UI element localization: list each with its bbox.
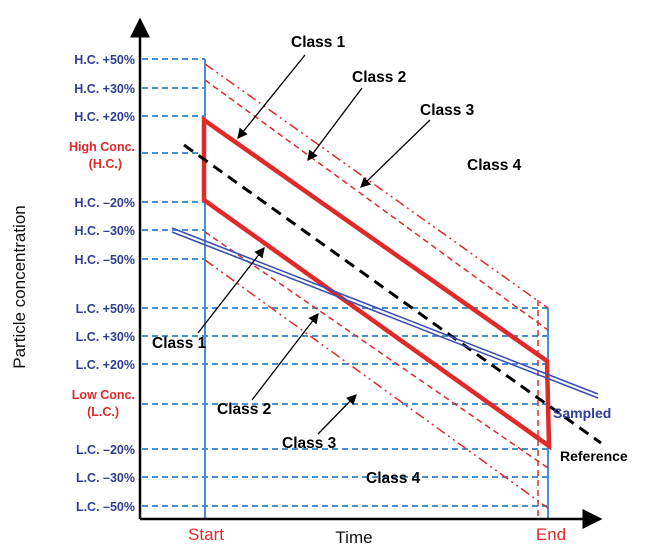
label-upper-class1: Class 1 [291,34,346,51]
label-upper-class3: Class 3 [420,102,475,119]
level-hc-abbr: (H.C.) [89,157,122,171]
arrow-lower-class2 [251,312,319,401]
boundary-lower-lc-m30-dashed [204,259,549,509]
level-lc-abbr: (L.C.) [87,405,119,419]
level-lc-p20: L.C. +20% [76,358,135,372]
label-lower-class3: Class 3 [282,435,337,452]
label-lower-class1: Class 1 [152,335,207,352]
arrow-upper-class1 [237,54,306,140]
x-axis-label: Time [335,528,372,547]
level-hc-p30: H.C. +30% [74,82,135,96]
arrow-upper-class3 [360,119,431,188]
level-hc-m30: H.C. –30% [75,224,135,238]
reference-label: Reference [560,448,628,464]
arrow-lower-class3 [317,394,357,435]
high-conc-guides [142,58,205,260]
y-axis-label: Particle concentration [10,205,29,368]
label-upper-class4: Class 4 [467,157,522,174]
level-hc-title: High Conc. [69,140,135,154]
class1-envelope [201,115,552,451]
label-lower-class2: Class 2 [217,401,271,418]
label-upper-class2: Class 2 [352,69,406,86]
class-boundaries [204,63,549,520]
arrow-upper-class2 [307,87,363,162]
level-hc-m50: H.C. –50% [75,253,135,267]
level-labels: H.C. +50% H.C. +30% H.C. +20% High Conc.… [69,53,135,514]
level-hc-p20: H.C. +20% [74,110,135,124]
level-hc-m20: H.C. –20% [75,196,135,210]
boundary-upper-hc-p30-dashed [204,63,549,309]
end-tick-label: End [536,525,566,544]
arrow-lower-class1 [197,246,265,334]
low-conc-guides [142,307,548,507]
sampled-label: Sampled [553,405,611,421]
level-hc-p50: H.C. +50% [74,53,135,67]
callout-arrows [197,54,431,435]
class-labels: Class 1 Class 2 Class 3 Class 4 Class 1 … [152,34,522,487]
label-lower-class4: Class 4 [366,470,421,487]
reference-line [183,143,602,445]
sampled-line [171,227,599,399]
level-lc-m30: L.C. –30% [76,471,135,485]
level-lc-p30: L.C. +30% [76,330,135,344]
start-tick-label: Start [188,525,224,544]
boundary-upper-hc-p20-dashed [204,79,549,331]
axes [130,17,603,529]
level-lc-m50: L.C. –50% [76,500,135,514]
level-lc-title: Low Conc. [72,388,135,402]
level-lc-m20: L.C. –20% [76,443,135,457]
boundary-lower-lc-m20-dashed [204,231,549,469]
level-lc-p50: L.C. +50% [76,302,135,316]
